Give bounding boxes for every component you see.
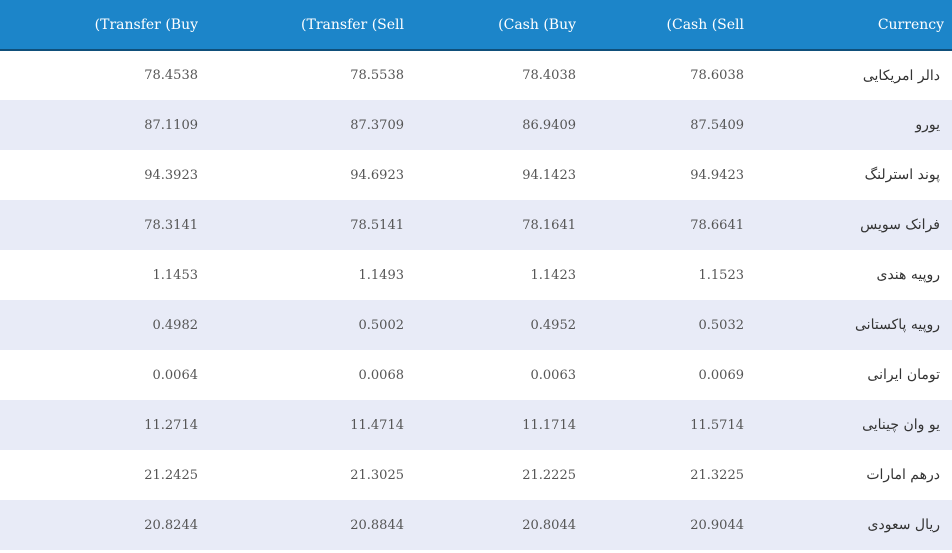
header-transfer-buy: (Transfer (Buy (94, 16, 198, 33)
table-row: 0.4982 0.5002 0.4952 0.5032 روپیه پاکستا… (0, 300, 952, 350)
table-row: 20.8244 20.8844 20.8044 20.9044 ریال سعو… (0, 500, 952, 550)
header-row: (Transfer (Buy (Transfer (Sell (Cash (Bu… (0, 0, 952, 50)
transfer-buy-cell: 78.3141 (144, 217, 198, 233)
transfer-buy-cell: 87.1109 (144, 117, 198, 133)
cash-buy-cell: 78.1641 (522, 217, 576, 233)
table-row: 0.0064 0.0068 0.0063 0.0069 تومان ایرانی (0, 350, 952, 400)
transfer-buy-cell: 78.4538 (144, 68, 198, 83)
header-currency: Currency (877, 16, 944, 33)
table-row: 78.4538 78.5538 78.4038 78.6038 دالر امر… (0, 50, 952, 100)
currency-name-cell: روپیه پاکستانی (855, 317, 940, 333)
currency-name-cell: یو وان چینایی (862, 417, 940, 433)
transfer-sell-cell: 78.5538 (350, 68, 404, 83)
transfer-sell-cell: 78.5141 (350, 217, 404, 233)
transfer-sell-cell: 11.4714 (350, 417, 404, 433)
cash-sell-cell: 11.5714 (690, 417, 744, 433)
currency-name-cell: درهم امارات (866, 467, 940, 483)
header-cash-sell: (Cash (Sell (666, 16, 744, 33)
currency-name-cell: فرانک سویس (860, 217, 940, 233)
cash-buy-cell: 0.0063 (530, 367, 577, 383)
cash-sell-cell: 94.9423 (690, 167, 744, 183)
cash-buy-cell: 0.4952 (530, 317, 577, 333)
currency-name-cell: روپیه هندی (876, 267, 940, 283)
cash-sell-cell: 87.5409 (690, 117, 744, 133)
currency-name-cell: پوند استرلنگ (864, 167, 940, 183)
transfer-sell-cell: 21.3025 (350, 467, 404, 483)
currency-name-cell: تومان ایرانی (867, 367, 940, 383)
transfer-buy-cell: 11.2714 (144, 417, 198, 433)
transfer-buy-cell: 1.1453 (152, 267, 199, 283)
header-transfer-sell: (Transfer (Sell (301, 16, 404, 33)
currency-name-cell: یورو (915, 117, 940, 133)
transfer-buy-cell: 21.2425 (144, 467, 198, 483)
cash-sell-cell: 20.9044 (690, 517, 744, 533)
currency-name-cell: دالر امریکایی (862, 67, 940, 84)
transfer-sell-cell: 0.0068 (358, 367, 405, 383)
cash-buy-cell: 78.4038 (522, 68, 576, 83)
cash-sell-cell: 1.1523 (698, 267, 745, 283)
cash-buy-cell: 86.9409 (522, 117, 576, 133)
transfer-sell-cell: 87.3709 (350, 117, 404, 133)
transfer-sell-cell: 1.1493 (358, 267, 405, 283)
table-header: (Transfer (Buy (Transfer (Sell (Cash (Bu… (0, 0, 952, 50)
cash-buy-cell: 20.8044 (522, 517, 576, 533)
table-row: 1.1453 1.1493 1.1423 1.1523 روپیه هندی (0, 250, 952, 300)
cash-sell-cell: 0.0069 (698, 367, 745, 383)
table-row: 11.2714 11.4714 11.1714 11.5714 یو وان چ… (0, 400, 952, 450)
transfer-buy-cell: 20.8244 (144, 517, 198, 533)
table-row: 94.3923 94.6923 94.1423 94.9423 پوند است… (0, 150, 952, 200)
cash-sell-cell: 21.3225 (690, 467, 744, 483)
cash-buy-cell: 21.2225 (522, 467, 576, 483)
cash-sell-cell: 78.6641 (690, 217, 744, 233)
transfer-sell-cell: 94.6923 (350, 167, 404, 183)
cash-sell-cell: 78.6038 (690, 68, 744, 83)
transfer-buy-cell: 0.4982 (152, 317, 199, 333)
header-cash-buy: (Cash (Buy (498, 16, 576, 33)
transfer-sell-cell: 0.5002 (358, 317, 405, 333)
transfer-buy-cell: 0.0064 (152, 367, 199, 383)
transfer-sell-cell: 20.8844 (350, 517, 404, 533)
table-row: 78.3141 78.5141 78.1641 78.6641 فرانک سو… (0, 200, 952, 250)
cash-sell-cell: 0.5032 (698, 317, 745, 333)
cash-buy-cell: 94.1423 (522, 167, 576, 183)
transfer-buy-cell: 94.3923 (144, 167, 198, 183)
currency-name-cell: ریال سعودی (867, 517, 940, 533)
table-body: 78.4538 78.5538 78.4038 78.6038 دالر امر… (0, 50, 952, 550)
cash-buy-cell: 11.1714 (522, 417, 576, 433)
table-row: 21.2425 21.3025 21.2225 21.3225 درهم اما… (0, 450, 952, 500)
table-row: 87.1109 87.3709 86.9409 87.5409 یورو (0, 100, 952, 150)
cash-buy-cell: 1.1423 (530, 267, 577, 283)
